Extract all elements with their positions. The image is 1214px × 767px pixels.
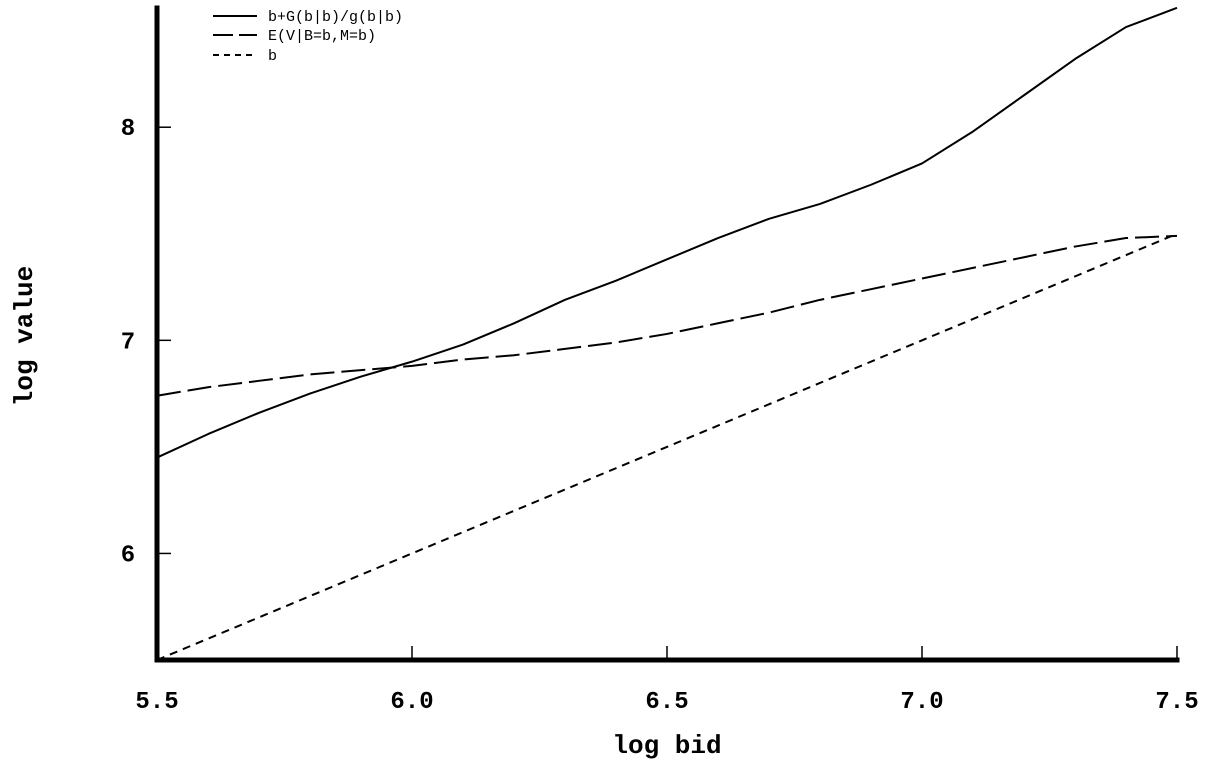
x-tick-label: 7.0 xyxy=(900,689,943,716)
x-axis-title: log bid xyxy=(612,731,721,761)
legend: b+G(b|b)/g(b|b) E(V|B=b,M=b) b xyxy=(213,9,403,65)
y-tick-label: 6 xyxy=(121,542,135,569)
x-tick-label: 6.0 xyxy=(390,689,433,716)
series-line-2 xyxy=(156,232,1178,661)
x-tick-label: 6.5 xyxy=(645,689,688,716)
legend-label: b xyxy=(268,48,277,65)
x-tick-label: 5.5 xyxy=(135,689,178,716)
legend-label: E(V|B=b,M=b) xyxy=(268,28,376,45)
legend-label: b+G(b|b)/g(b|b) xyxy=(268,9,403,26)
x-tick-label: 7.5 xyxy=(1155,689,1198,716)
series-line-0 xyxy=(156,6,1178,459)
y-tick-label: 8 xyxy=(121,116,135,143)
series-layer xyxy=(156,6,1178,661)
series-line-1 xyxy=(156,234,1178,397)
y-tick-label: 7 xyxy=(121,329,135,356)
ticks-layer: 5.5 6.0 6.5 7.0 7.5 6 7 8 xyxy=(121,116,1199,716)
y-axis-title: log value xyxy=(10,266,40,406)
